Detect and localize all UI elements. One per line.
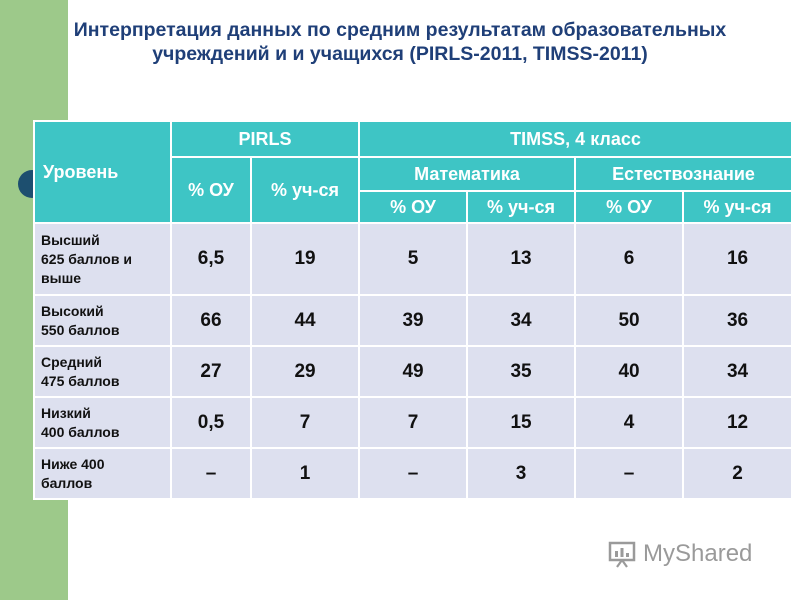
row-label-score: 475 баллов (41, 372, 120, 389)
header-math: Математика (358, 156, 577, 192)
row-label-score: 625 баллов и выше (41, 250, 132, 286)
row-label-level: Ниже 400 (41, 455, 105, 472)
chart-presentation-icon (608, 541, 636, 568)
row-label-level: Низкий (41, 404, 91, 421)
watermark-logo: MyShared (607, 537, 752, 571)
slide-title: Интерпретация данных по средним результа… (73, 19, 727, 65)
table-cell: 6,5 (170, 222, 252, 296)
header-pirls: PIRLS (169, 120, 361, 158)
table-cell: 13 (466, 222, 577, 296)
row-label-score: 550 баллов (41, 321, 120, 338)
table-cell: 15 (466, 396, 577, 449)
table-cell: – (170, 447, 252, 500)
header-math-ou: % ОУ (358, 190, 469, 224)
header-science: Естествознание (574, 156, 794, 192)
row-label-score: баллов (41, 474, 93, 491)
table-cell: 3 (466, 447, 577, 500)
table-cell: 66 (170, 294, 252, 347)
table-cell: – (358, 447, 469, 500)
table-cell: – (574, 447, 685, 500)
corner-curve (68, 0, 188, 120)
table-cell: 36 (682, 294, 794, 347)
table-cell: 34 (466, 294, 577, 347)
table-cell: 2 (682, 447, 794, 500)
header-math-students: % уч-ся (466, 190, 577, 224)
table-row: Высокий 550 баллов 66 44 39 34 50 36 (33, 294, 794, 347)
row-label: Низкий 400 баллов (33, 396, 172, 449)
table-cell: 49 (358, 345, 469, 398)
table-cell: 39 (358, 294, 469, 347)
table-cell: 6 (574, 222, 685, 296)
table-cell: 12 (682, 396, 794, 449)
table-cell: 27 (170, 345, 252, 398)
table-cell: 40 (574, 345, 685, 398)
table-row: Высший 625 баллов и выше 6,5 19 5 13 6 1… (33, 222, 794, 296)
row-label-level: Высший (41, 231, 100, 248)
row-label-level: Высокий (41, 302, 104, 319)
row-label: Высокий 550 баллов (33, 294, 172, 347)
table-cell: 16 (682, 222, 794, 296)
table-row: Средний 475 баллов 27 29 49 35 40 34 (33, 345, 794, 398)
table-row: Ниже 400 баллов – 1 – 3 – 2 (33, 447, 794, 500)
table-cell: 1 (249, 447, 361, 500)
table-cell: 7 (358, 396, 469, 449)
header-pirls-ou: % ОУ (170, 156, 252, 224)
table-cell: 29 (249, 345, 361, 398)
table-cell: 0,5 (170, 396, 252, 449)
results-table: Уровень PIRLS TIMSS, 4 класс % ОУ % уч-с… (33, 120, 794, 500)
header-level: Уровень (33, 120, 172, 224)
row-label-level: Средний (41, 353, 103, 370)
table-cell: 44 (249, 294, 361, 347)
table-cell: 50 (574, 294, 685, 347)
watermark-text: MyShared (643, 540, 753, 567)
table-cell: 34 (682, 345, 794, 398)
table-cell: 4 (574, 396, 685, 449)
row-label: Высший 625 баллов и выше (33, 222, 172, 296)
table-cell: 19 (249, 222, 361, 296)
table-row: Низкий 400 баллов 0,5 7 7 15 4 12 (33, 396, 794, 449)
row-label-score: 400 баллов (41, 423, 120, 440)
row-label: Ниже 400 баллов (33, 447, 172, 500)
header-science-ou: % ОУ (574, 190, 685, 224)
table-cell: 5 (358, 222, 469, 296)
header-timss: TIMSS, 4 класс (358, 120, 794, 158)
header-science-students: % уч-ся (682, 190, 794, 224)
row-label: Средний 475 баллов (33, 345, 172, 398)
table-cell: 35 (466, 345, 577, 398)
table-cell: 7 (249, 396, 361, 449)
header-pirls-students: % уч-ся (249, 156, 361, 224)
